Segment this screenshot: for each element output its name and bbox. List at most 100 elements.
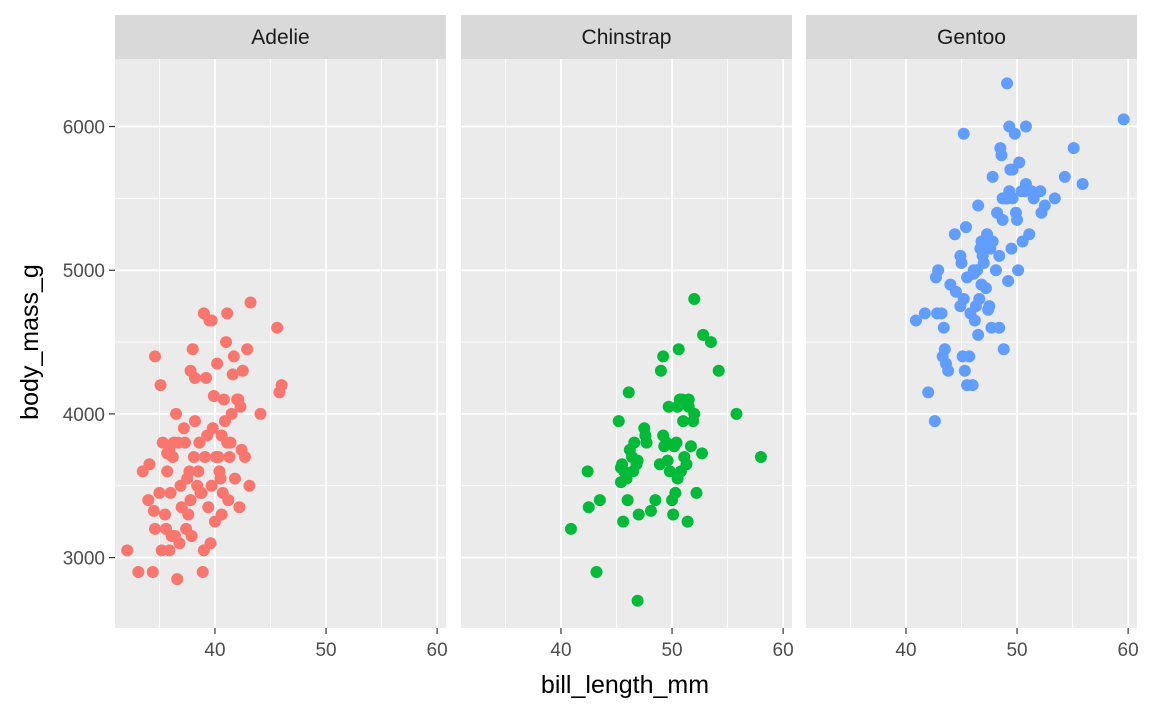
data-point-adelie bbox=[183, 465, 196, 478]
data-point-adelie bbox=[186, 343, 199, 356]
data-point-chinstrap bbox=[631, 594, 644, 607]
data-point-gentoo bbox=[993, 249, 1006, 262]
data-point-gentoo bbox=[918, 307, 931, 320]
data-point-gentoo bbox=[1067, 142, 1080, 155]
data-point-gentoo bbox=[986, 170, 999, 183]
data-point-chinstrap bbox=[688, 407, 701, 420]
x-tick-label: 40 bbox=[895, 640, 916, 661]
panel-background bbox=[461, 59, 792, 628]
data-point-adelie bbox=[182, 508, 195, 521]
data-point-adelie bbox=[228, 472, 241, 485]
data-point-chinstrap bbox=[684, 440, 697, 453]
data-point-adelie bbox=[213, 465, 226, 478]
data-point-adelie bbox=[271, 321, 284, 334]
data-point-chinstrap bbox=[696, 447, 709, 460]
data-point-gentoo bbox=[977, 257, 990, 270]
x-axis-title: bill_length_mm bbox=[541, 671, 709, 699]
data-point-chinstrap bbox=[622, 386, 635, 399]
data-point-chinstrap bbox=[631, 454, 644, 467]
axes-layer: 40 50 60 40 50 60 40 50 60 3000 4000 5000 6000 bbox=[63, 118, 1139, 661]
data-point-gentoo bbox=[972, 199, 985, 212]
data-point-chinstrap bbox=[649, 494, 662, 507]
y-tick-label: 6000 bbox=[63, 118, 105, 139]
x-tick-label: 40 bbox=[550, 640, 571, 661]
data-point-gentoo bbox=[1019, 120, 1032, 133]
data-point-gentoo bbox=[1013, 156, 1026, 169]
data-point-adelie bbox=[195, 486, 208, 499]
data-point-adelie bbox=[217, 393, 230, 406]
data-point-chinstrap bbox=[657, 350, 670, 363]
data-point-gentoo bbox=[963, 350, 976, 363]
data-point-adelie bbox=[158, 508, 171, 521]
facet-strip-gentoo bbox=[806, 15, 1137, 59]
data-point-adelie bbox=[200, 371, 213, 384]
data-point-gentoo bbox=[1011, 213, 1024, 226]
data-point-adelie bbox=[178, 436, 191, 449]
data-point-chinstrap bbox=[690, 486, 703, 499]
data-point-gentoo bbox=[1048, 192, 1061, 205]
data-point-adelie bbox=[188, 371, 201, 384]
x-tick-label: 50 bbox=[315, 640, 336, 661]
data-point-gentoo bbox=[949, 285, 962, 298]
data-point-adelie bbox=[148, 522, 161, 535]
data-point-chinstrap bbox=[712, 364, 725, 377]
data-point-adelie bbox=[210, 451, 223, 464]
panels-layer: Adelie Chinstrap Gentoo bbox=[115, 15, 1137, 628]
data-point-chinstrap bbox=[628, 436, 641, 449]
data-point-gentoo bbox=[958, 364, 971, 377]
data-point-gentoo bbox=[954, 249, 967, 262]
data-point-chinstrap bbox=[614, 461, 627, 474]
data-point-gentoo bbox=[975, 278, 988, 291]
panel-background bbox=[806, 59, 1137, 628]
data-point-adelie bbox=[165, 530, 178, 543]
data-point-chinstrap bbox=[671, 472, 684, 485]
data-point-gentoo bbox=[961, 271, 974, 284]
data-point-gentoo bbox=[993, 321, 1006, 334]
data-point-chinstrap bbox=[632, 508, 645, 521]
data-point-adelie bbox=[221, 436, 234, 449]
y-axis-title: body_mass_g bbox=[16, 264, 44, 420]
x-tick-label: 50 bbox=[661, 640, 682, 661]
data-point-chinstrap bbox=[617, 515, 630, 528]
data-point-gentoo bbox=[968, 314, 981, 327]
data-point-adelie bbox=[132, 565, 145, 578]
data-point-adelie bbox=[243, 479, 256, 492]
data-point-gentoo bbox=[982, 303, 995, 316]
data-point-adelie bbox=[225, 407, 238, 420]
data-point-gentoo bbox=[957, 127, 970, 140]
data-point-adelie bbox=[173, 537, 186, 550]
data-point-adelie bbox=[227, 350, 240, 363]
data-point-adelie bbox=[184, 494, 197, 507]
facet-panel-adelie: Adelie bbox=[115, 15, 446, 628]
data-point-adelie bbox=[233, 501, 246, 514]
facet-panel-gentoo: Gentoo bbox=[806, 15, 1137, 628]
data-point-adelie bbox=[215, 508, 228, 521]
data-point-chinstrap bbox=[590, 565, 603, 578]
data-point-adelie bbox=[220, 336, 233, 349]
data-point-adelie bbox=[244, 296, 257, 309]
data-point-gentoo bbox=[1005, 242, 1018, 255]
data-point-gentoo bbox=[974, 242, 987, 255]
data-point-chinstrap bbox=[581, 465, 594, 478]
data-point-adelie bbox=[154, 379, 167, 392]
data-point-gentoo bbox=[959, 221, 972, 234]
data-point-chinstrap bbox=[612, 415, 625, 428]
data-point-adelie bbox=[164, 486, 177, 499]
data-point-gentoo bbox=[972, 328, 985, 341]
data-point-gentoo bbox=[1001, 192, 1014, 205]
x-tick-label: 50 bbox=[1006, 640, 1027, 661]
data-point-gentoo bbox=[909, 314, 922, 327]
data-point-gentoo bbox=[973, 292, 986, 305]
facet-panel-chinstrap: Chinstrap bbox=[461, 15, 792, 628]
data-point-gentoo bbox=[966, 379, 979, 392]
data-point-chinstrap bbox=[640, 436, 653, 449]
data-point-chinstrap bbox=[621, 494, 634, 507]
data-point-chinstrap bbox=[593, 494, 606, 507]
facet-strip-adelie bbox=[115, 15, 446, 59]
data-point-gentoo bbox=[1058, 170, 1071, 183]
data-point-chinstrap bbox=[663, 465, 676, 478]
x-tick-label: 40 bbox=[204, 640, 225, 661]
data-point-chinstrap bbox=[644, 504, 657, 517]
data-point-adelie bbox=[180, 522, 193, 535]
data-point-chinstrap bbox=[653, 458, 666, 471]
